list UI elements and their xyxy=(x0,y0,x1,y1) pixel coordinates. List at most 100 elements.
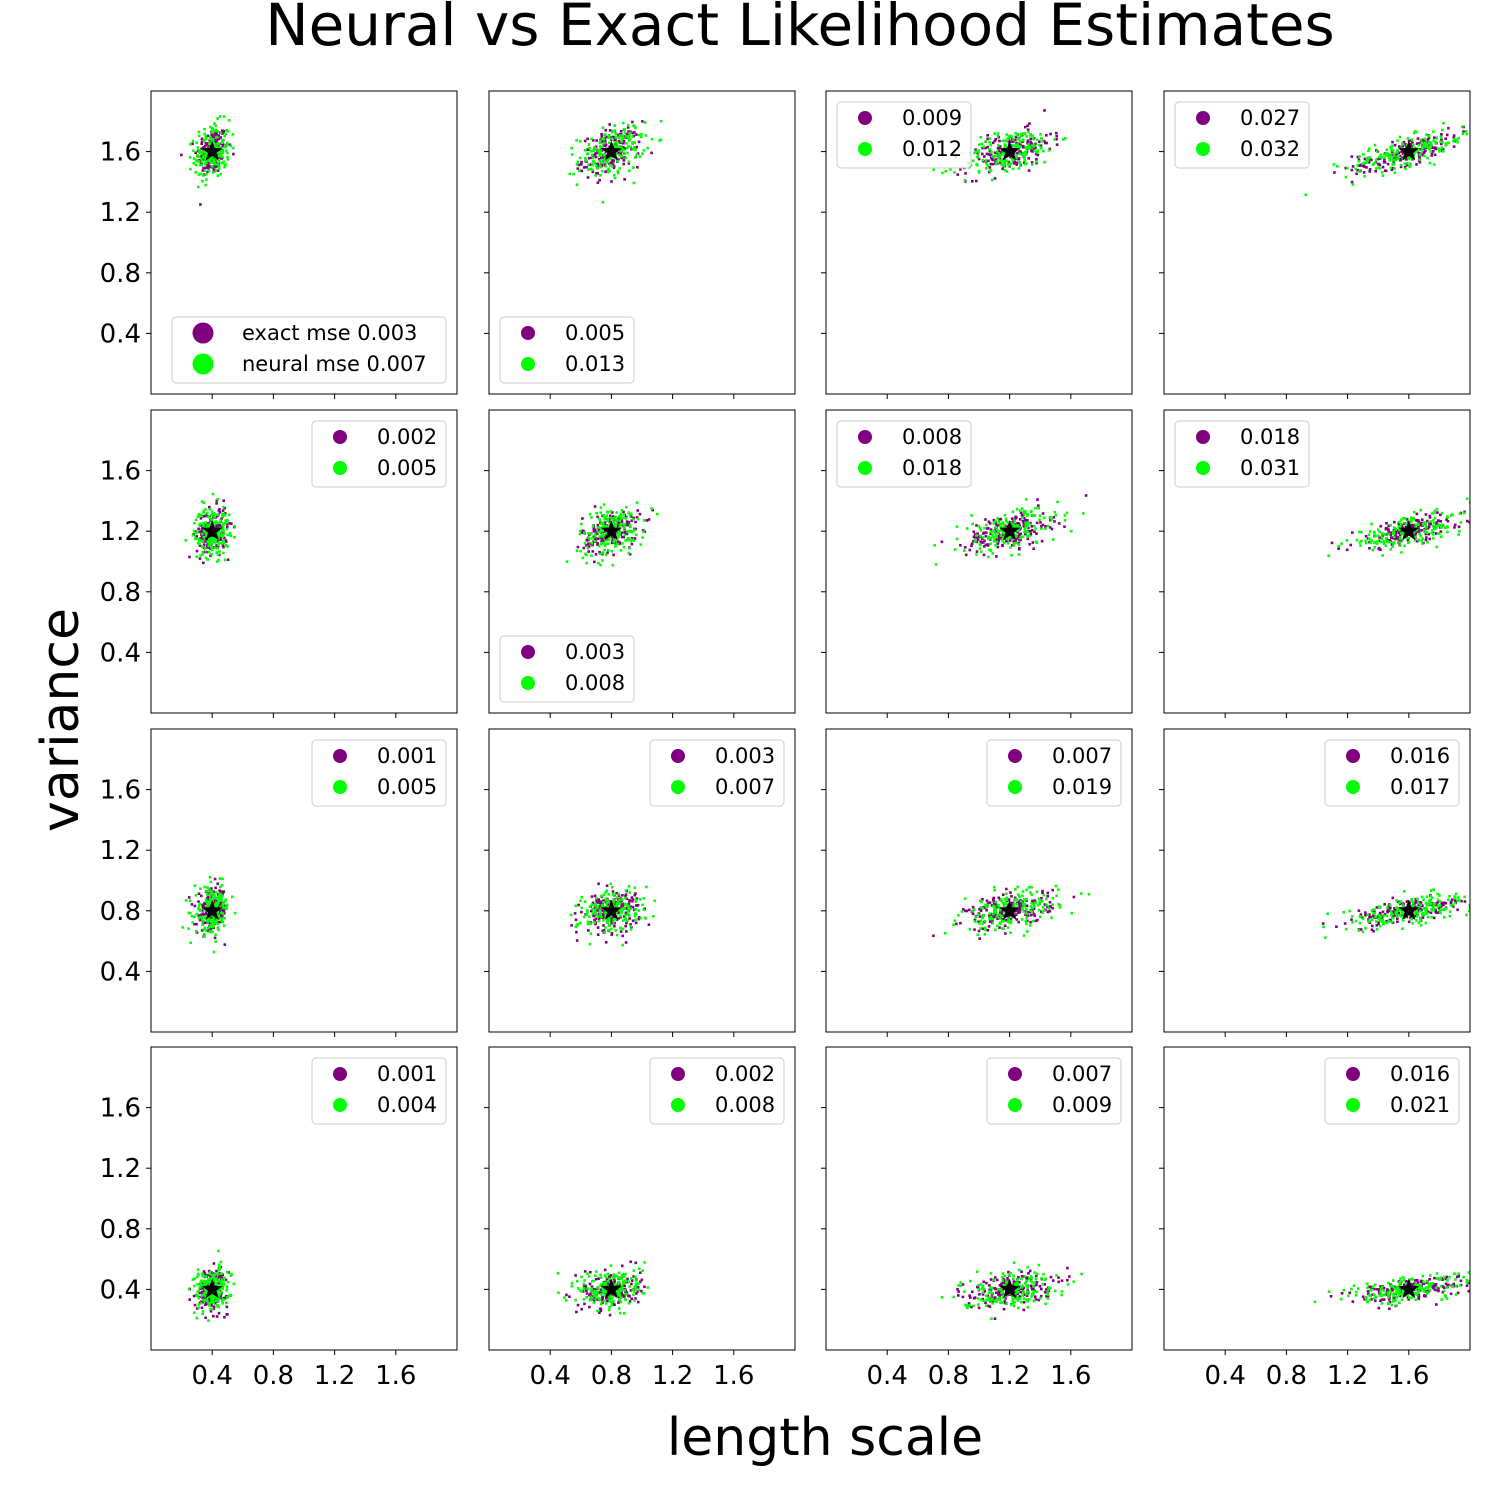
exact-sample-point xyxy=(1460,899,1463,903)
exact-sample-point xyxy=(1396,917,1399,920)
exact-sample-point xyxy=(610,931,614,935)
neural-sample-point xyxy=(578,140,582,143)
neural-sample-point xyxy=(1439,135,1443,139)
neural-legend-label: 0.005 xyxy=(377,456,437,480)
exact-sample-point xyxy=(217,910,221,914)
neural-sample-point xyxy=(1010,135,1014,138)
exact-sample-point xyxy=(1001,167,1004,171)
exact-sample-point xyxy=(202,166,205,170)
neural-sample-point xyxy=(1421,145,1425,148)
neural-sample-point xyxy=(213,122,216,125)
neural-sample-point xyxy=(1396,157,1400,161)
neural-sample-point xyxy=(1025,907,1028,911)
neural-sample-point xyxy=(998,913,1001,916)
exact-sample-point xyxy=(610,933,613,936)
neural-sample-point xyxy=(205,900,208,903)
neural-sample-point xyxy=(1370,522,1373,526)
neural-sample-point xyxy=(1033,524,1036,528)
exact-sample-point xyxy=(1033,899,1037,902)
neural-sample-point xyxy=(1013,526,1016,529)
exact-sample-point xyxy=(199,203,202,206)
neural-sample-point xyxy=(219,519,222,522)
neural-sample-point xyxy=(217,146,220,149)
neural-sample-point xyxy=(1392,532,1396,536)
neural-sample-point xyxy=(196,530,199,534)
neural-legend-marker xyxy=(521,357,535,371)
y-tick-label: 0.8 xyxy=(100,897,141,927)
exact-sample-point xyxy=(989,920,992,923)
neural-sample-point xyxy=(233,911,237,915)
neural-sample-point xyxy=(198,149,202,152)
exact-sample-point xyxy=(972,530,976,534)
neural-sample-point xyxy=(1025,135,1029,138)
neural-sample-point xyxy=(1009,546,1012,549)
exact-sample-point xyxy=(974,148,977,151)
neural-sample-point xyxy=(217,541,221,544)
neural-sample-point xyxy=(1400,911,1404,914)
neural-sample-point xyxy=(219,534,222,537)
exact-sample-point xyxy=(1394,529,1398,533)
y-tick-label: 1.6 xyxy=(100,457,141,487)
neural-sample-point xyxy=(977,524,980,528)
exact-sample-point xyxy=(209,554,212,557)
neural-sample-point xyxy=(1026,513,1030,516)
neural-sample-point xyxy=(1011,157,1014,161)
neural-sample-point xyxy=(989,537,992,540)
exact-sample-point xyxy=(590,909,593,913)
exact-sample-point xyxy=(986,902,990,905)
exact-sample-point xyxy=(629,1260,632,1264)
exact-sample-point xyxy=(1414,901,1418,904)
exact-sample-point xyxy=(1030,528,1034,532)
neural-sample-point xyxy=(200,500,204,503)
neural-sample-point xyxy=(627,905,630,909)
neural-sample-point xyxy=(196,541,200,545)
neural-sample-point xyxy=(1373,143,1377,147)
exact-sample-point xyxy=(604,170,607,173)
neural-sample-point xyxy=(994,900,998,904)
neural-sample-point xyxy=(1018,152,1021,155)
neural-sample-point xyxy=(610,137,613,140)
neural-sample-point xyxy=(1041,140,1044,143)
neural-sample-point xyxy=(1432,888,1435,891)
neural-sample-point xyxy=(220,1282,224,1285)
neural-sample-point xyxy=(200,152,203,156)
exact-sample-point xyxy=(601,1295,604,1299)
exact-sample-point xyxy=(1043,109,1046,112)
neural-sample-point xyxy=(1398,901,1401,905)
neural-sample-point xyxy=(212,1294,216,1298)
exact-sample-point xyxy=(576,545,580,549)
neural-sample-point xyxy=(617,146,620,149)
exact-sample-point xyxy=(1005,539,1009,543)
neural-sample-point xyxy=(993,905,996,909)
exact-sample-point xyxy=(1016,151,1019,155)
exact-sample-point xyxy=(1055,131,1058,135)
exact-sample-point xyxy=(594,922,597,926)
panel-frame xyxy=(488,90,796,395)
neural-sample-point xyxy=(601,551,605,554)
neural-sample-point xyxy=(579,921,582,925)
neural-sample-point xyxy=(597,150,601,153)
neural-sample-point xyxy=(217,1305,220,1309)
exact-sample-point xyxy=(625,930,628,933)
exact-sample-point xyxy=(223,536,226,540)
exact-sample-point xyxy=(594,553,598,556)
neural-sample-point xyxy=(619,517,623,520)
neural-sample-point xyxy=(206,523,210,526)
exact-sample-point xyxy=(228,522,232,525)
neural-sample-point xyxy=(193,521,196,525)
exact-sample-point xyxy=(220,890,224,894)
neural-sample-point xyxy=(1026,530,1029,534)
neural-sample-point xyxy=(217,914,220,917)
exact-sample-point xyxy=(1021,520,1025,523)
exact-sample-point xyxy=(994,902,998,906)
neural-legend-label: 0.004 xyxy=(377,1093,437,1117)
exact-sample-point xyxy=(637,1300,640,1304)
exact-sample-point xyxy=(1421,916,1425,919)
neural-sample-point xyxy=(601,900,605,904)
neural-sample-point xyxy=(215,135,219,139)
neural-sample-point xyxy=(980,142,984,146)
neural-sample-point xyxy=(215,129,219,133)
exact-sample-point xyxy=(987,153,991,156)
neural-sample-point xyxy=(591,524,595,528)
